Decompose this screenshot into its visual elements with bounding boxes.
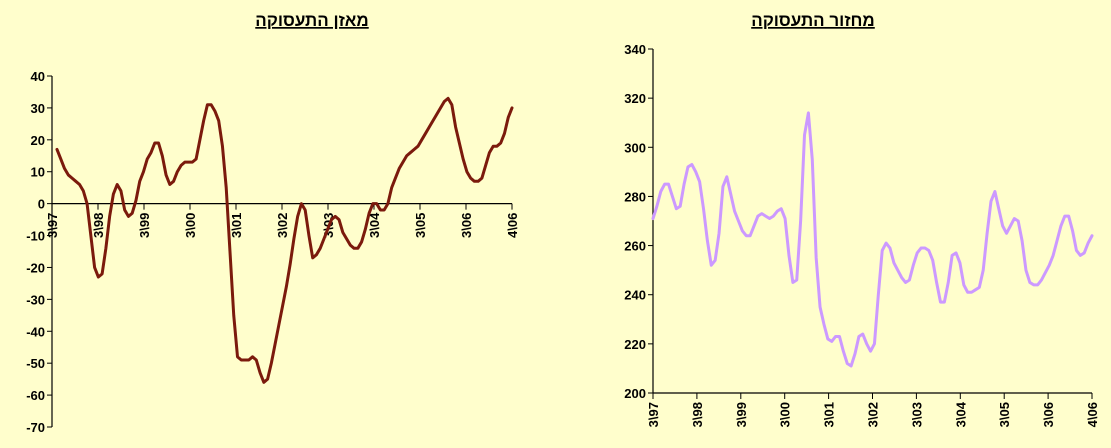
y-tick-label: 220 xyxy=(624,337,646,352)
y-tick-label: 260 xyxy=(624,239,646,254)
x-tick-label: 3\97 xyxy=(646,402,661,427)
x-tick-label: 3\04 xyxy=(953,401,968,427)
y-tick-label: 20 xyxy=(31,133,45,148)
x-tick-label: 3\06 xyxy=(1041,402,1056,427)
y-tick-label: 10 xyxy=(31,165,45,180)
x-tick-label: 3\00 xyxy=(183,213,198,238)
y-tick-label: -10 xyxy=(26,229,45,244)
y-tick-label: 200 xyxy=(624,386,646,401)
y-tick-label: -50 xyxy=(26,356,45,371)
x-tick-label: 3\00 xyxy=(778,402,793,427)
x-tick-label: 3\98 xyxy=(91,213,106,238)
x-tick-label: 3\05 xyxy=(413,213,428,238)
x-tick-label: 3\98 xyxy=(690,402,705,427)
y-tick-label: 320 xyxy=(624,91,646,106)
x-tick-label: 3\04 xyxy=(367,212,382,238)
employment-balance-chart: מאזן התעסוקה 40 30 20 10 0 -10 -20 -30 -40 -50 -60… xyxy=(26,11,520,435)
y-tick-label: 280 xyxy=(624,189,646,204)
y-tick-label: 300 xyxy=(624,140,646,155)
x-tick-label: 4\06 xyxy=(1085,402,1100,427)
y-tick-label: 240 xyxy=(624,288,646,303)
x-tick-label: 3\97 xyxy=(45,213,60,238)
x-tick-label: 4\06 xyxy=(505,213,520,238)
x-tick-label: 3\01 xyxy=(229,213,244,238)
series-line xyxy=(55,96,514,384)
x-tick-label: 3\03 xyxy=(909,402,924,427)
x-tick-label: 3\06 xyxy=(459,213,474,238)
y-tick-label: -20 xyxy=(26,260,45,275)
x-tick-label: 3\02 xyxy=(275,213,290,238)
x-tick-label: 3\99 xyxy=(137,213,152,238)
y-tick-label: 340 xyxy=(624,42,646,57)
y-tick-label: 0 xyxy=(38,197,45,212)
x-tick-label: 3\01 xyxy=(822,402,837,427)
chart-title: מאזן התעסוקה xyxy=(255,11,368,30)
x-tick-label: 3\99 xyxy=(734,402,749,427)
chart-title: מחזור התעסוקה xyxy=(751,11,875,30)
x-tick-label: 3\02 xyxy=(866,402,881,427)
y-tick-label: -70 xyxy=(26,420,45,435)
y-tick-label: -30 xyxy=(26,292,45,307)
y-tick-label: -60 xyxy=(26,388,45,403)
x-tick-label: 3\05 xyxy=(997,402,1012,427)
y-tick-label: 40 xyxy=(31,69,45,84)
series-line xyxy=(651,111,1094,368)
y-tick-label: 30 xyxy=(31,101,45,116)
employment-turnover-chart: מחזור התעסוקה 340 320 300 280 260 240 220 200 3… xyxy=(624,11,1100,427)
y-tick-label: -40 xyxy=(26,324,45,339)
